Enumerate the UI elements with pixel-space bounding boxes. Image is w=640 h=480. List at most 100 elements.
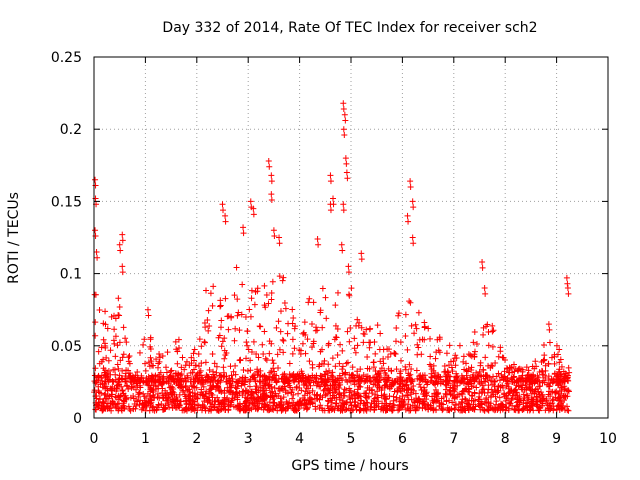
data-point — [350, 406, 357, 413]
data-point — [154, 364, 161, 371]
data-point — [210, 283, 217, 290]
data-point — [451, 355, 458, 362]
data-point — [397, 375, 404, 382]
data-point — [320, 387, 327, 394]
data-point — [147, 402, 154, 409]
data-point — [159, 353, 166, 360]
data-point — [341, 111, 348, 118]
data-point — [92, 195, 99, 202]
data-point — [433, 375, 440, 382]
data-point — [105, 376, 112, 383]
data-point — [361, 378, 368, 385]
data-point — [442, 390, 449, 397]
data-point — [248, 406, 255, 413]
data-point — [406, 375, 413, 382]
data-point — [327, 178, 334, 185]
data-point — [407, 371, 414, 378]
data-point — [119, 269, 126, 276]
data-point — [322, 294, 329, 301]
data-point — [223, 396, 230, 403]
data-point — [529, 363, 536, 370]
data-point — [459, 391, 466, 398]
data-point — [207, 400, 214, 407]
x-tick-label: 5 — [347, 431, 356, 447]
data-point — [195, 351, 202, 358]
data-point — [157, 369, 164, 376]
data-point — [508, 364, 515, 371]
data-point — [515, 383, 522, 390]
data-point — [405, 218, 412, 225]
data-point — [147, 336, 154, 343]
data-point — [119, 354, 126, 361]
data-point — [437, 376, 444, 383]
data-point — [473, 369, 480, 376]
data-point — [470, 339, 477, 346]
data-point — [361, 331, 368, 338]
data-point — [557, 356, 564, 363]
data-point — [453, 378, 460, 385]
data-point — [485, 403, 492, 410]
data-point — [354, 316, 361, 323]
data-point — [402, 311, 409, 318]
data-point — [415, 344, 422, 351]
data-point — [217, 324, 224, 331]
data-point — [452, 362, 459, 369]
data-point — [106, 393, 113, 400]
data-point — [526, 403, 533, 410]
data-point — [289, 374, 296, 381]
data-point — [513, 389, 520, 396]
data-point — [523, 384, 530, 391]
data-point — [463, 360, 470, 367]
data-point — [181, 406, 188, 413]
data-point — [433, 398, 440, 405]
data-point — [348, 285, 355, 292]
data-point — [230, 403, 237, 410]
data-point — [402, 366, 409, 373]
data-point — [119, 237, 126, 244]
data-point — [310, 299, 317, 306]
chart-title: Day 332 of 2014, Rate Of TEC Index for r… — [162, 20, 537, 36]
data-point — [559, 404, 566, 411]
data-point — [173, 404, 180, 411]
data-point — [382, 395, 389, 402]
data-point — [172, 338, 179, 345]
data-point — [342, 117, 349, 124]
data-point — [266, 399, 273, 406]
data-point — [343, 399, 350, 406]
data-point — [407, 407, 414, 414]
data-point — [236, 390, 243, 397]
data-point — [370, 359, 377, 366]
data-point — [355, 392, 362, 399]
data-point — [248, 348, 255, 355]
data-point — [270, 227, 277, 234]
data-point — [126, 360, 133, 367]
data-point — [119, 376, 126, 383]
data-point — [262, 376, 269, 383]
data-point — [485, 329, 492, 336]
data-point — [489, 328, 496, 335]
data-point — [223, 378, 230, 385]
data-point — [452, 406, 459, 413]
data-point — [121, 405, 128, 412]
data-point — [408, 366, 415, 373]
data-point — [224, 384, 231, 391]
data-point — [329, 355, 336, 362]
data-point — [210, 377, 217, 384]
data-point — [122, 378, 129, 385]
data-point — [243, 339, 250, 346]
data-point — [550, 377, 557, 384]
data-point — [343, 360, 350, 367]
data-point — [172, 370, 179, 377]
data-point — [256, 396, 263, 403]
data-point — [202, 359, 209, 366]
data-point — [129, 383, 136, 390]
data-point — [564, 280, 571, 287]
data-point — [407, 183, 414, 190]
data-point — [283, 374, 290, 381]
data-point — [417, 377, 424, 384]
data-point — [500, 354, 507, 361]
data-point — [233, 385, 240, 392]
data-point — [274, 351, 281, 358]
data-point — [102, 378, 109, 385]
data-point — [216, 332, 223, 339]
